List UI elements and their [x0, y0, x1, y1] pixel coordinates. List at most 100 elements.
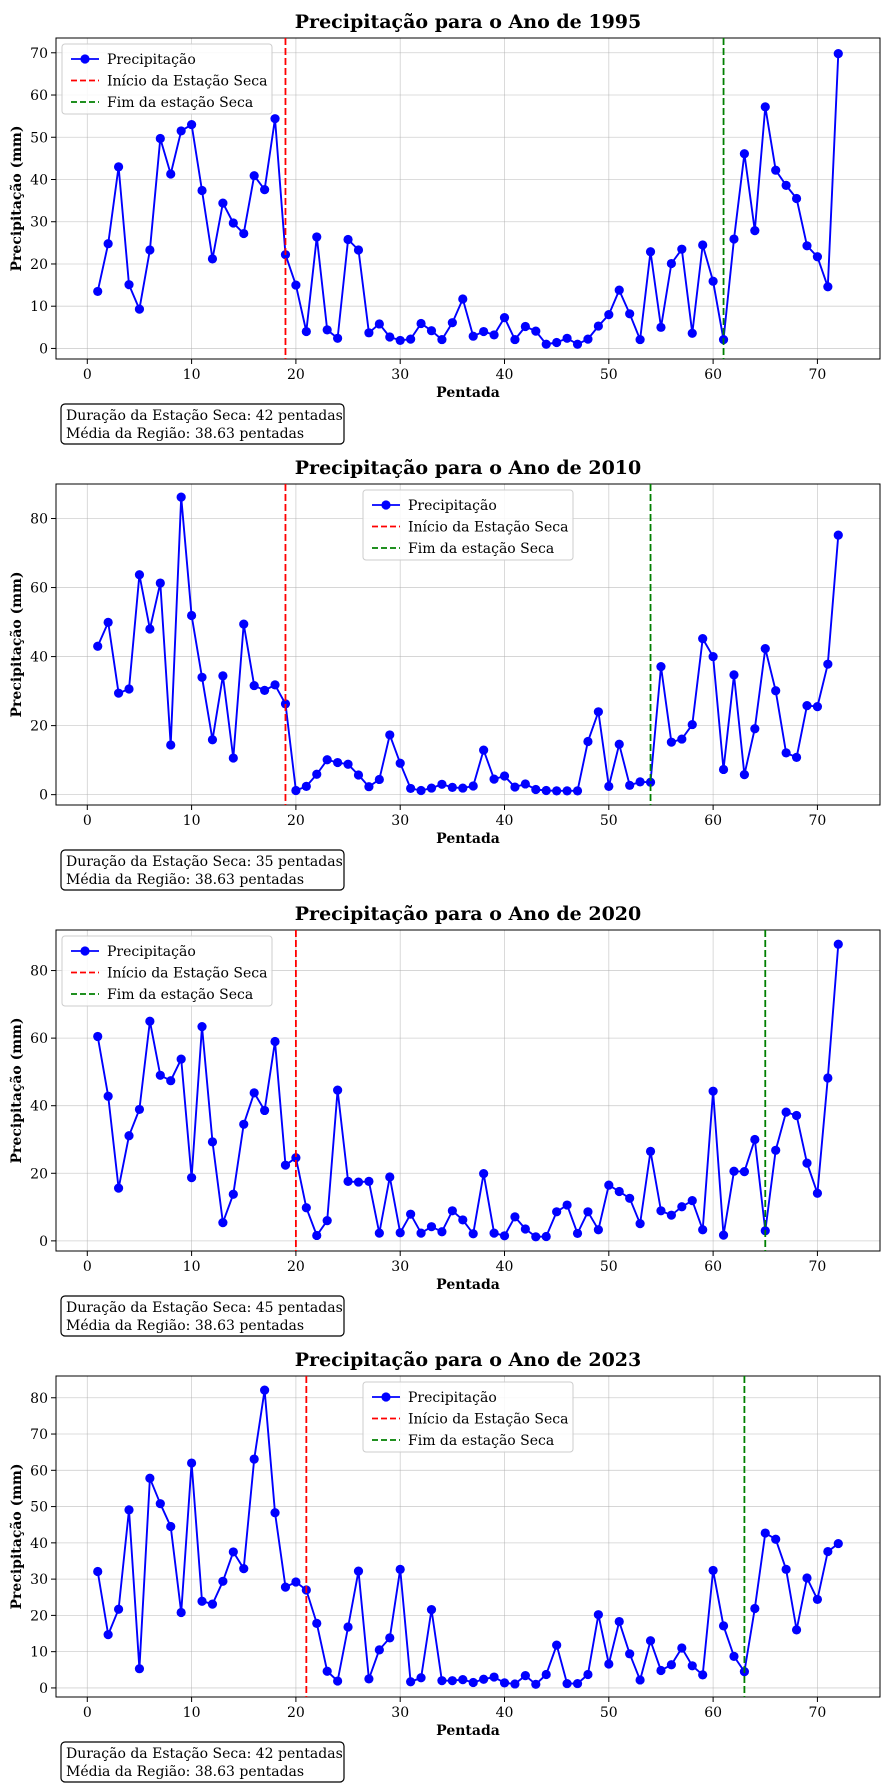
data-point	[645, 1146, 656, 1156]
y-tick-label: 10	[30, 1645, 48, 1661]
data-point	[312, 1230, 322, 1241]
data-point	[249, 680, 259, 691]
data-point	[531, 784, 541, 795]
data-point	[186, 610, 197, 621]
data-point	[520, 779, 530, 789]
data-point	[134, 570, 145, 580]
data-point	[510, 1212, 520, 1222]
data-point	[645, 777, 656, 787]
data-point	[301, 1203, 311, 1213]
data-point	[677, 244, 687, 254]
data-point	[791, 1625, 802, 1635]
data-point	[489, 330, 499, 340]
y-tick-label: 20	[30, 1608, 48, 1624]
data-point	[93, 1031, 103, 1042]
data-point	[729, 234, 739, 244]
data-point	[739, 1166, 750, 1177]
data-point	[833, 530, 843, 540]
x-tick-label: 60	[704, 1259, 722, 1275]
data-point	[260, 1385, 270, 1395]
data-point	[239, 1119, 249, 1129]
data-point	[260, 1105, 270, 1116]
data-point	[479, 1674, 489, 1684]
data-point	[739, 149, 750, 159]
data-point	[479, 326, 489, 337]
x-tick-label: 70	[809, 367, 827, 383]
data-point	[708, 1086, 718, 1096]
data-point	[645, 247, 656, 257]
plot-area-frame	[55, 929, 881, 1252]
legend-marker	[381, 500, 391, 510]
data-point	[520, 1671, 530, 1681]
legend: Precipitação Início da Estação Seca Fim da…	[61, 43, 273, 115]
data-point	[426, 783, 437, 793]
data-point	[572, 339, 583, 349]
data-point	[301, 326, 311, 337]
data-point	[531, 326, 541, 336]
data-point	[572, 1228, 583, 1239]
data-point	[604, 310, 614, 320]
data-point	[364, 1176, 374, 1186]
data-point	[677, 1202, 687, 1212]
data-point	[635, 1675, 645, 1685]
data-point	[572, 1678, 583, 1689]
data-point	[708, 651, 718, 662]
y-tick-label: 60	[30, 1463, 48, 1479]
data-point	[489, 774, 499, 784]
data-point	[322, 325, 332, 335]
data-point	[791, 193, 802, 204]
x-tick-label: 0	[83, 1259, 92, 1275]
data-point	[541, 785, 551, 796]
data-point	[291, 280, 301, 290]
data-point	[823, 659, 833, 669]
y-tick-label: 20	[30, 257, 48, 273]
data-point	[176, 126, 186, 136]
data-point	[186, 119, 197, 130]
data-point	[781, 748, 791, 758]
data-point	[791, 752, 802, 762]
precipitation-line	[96, 944, 840, 1238]
data-point	[207, 1599, 218, 1609]
data-point	[499, 1678, 510, 1688]
data-point	[176, 492, 186, 502]
data-point	[781, 1564, 791, 1574]
data-point	[562, 1200, 572, 1210]
data-point	[479, 1169, 489, 1179]
region-average-text: Média da Região: 38.63 pentadas	[66, 426, 304, 442]
y-tick-label: 40	[30, 650, 48, 666]
data-point	[833, 939, 843, 949]
y-tick-label: 80	[30, 512, 48, 528]
data-point	[364, 1674, 374, 1684]
x-tick-label: 50	[600, 1705, 618, 1721]
x-tick-label: 60	[704, 367, 722, 383]
y-tick-label: 60	[30, 88, 48, 104]
data-point	[291, 1153, 301, 1163]
legend-label: Precipitação	[408, 1390, 497, 1406]
data-point	[186, 1173, 197, 1183]
data-point	[270, 1508, 280, 1518]
data-point	[718, 764, 729, 775]
data-point	[93, 1566, 103, 1577]
x-tick-label: 50	[600, 813, 618, 829]
data-point	[541, 1231, 551, 1242]
data-point	[698, 1225, 708, 1235]
x-axis-label: Pentada	[436, 831, 500, 847]
data-point	[760, 1528, 770, 1538]
x-tick-label: 20	[287, 813, 305, 829]
data-point	[145, 624, 155, 634]
data-point	[395, 1564, 405, 1574]
y-tick-label: 0	[39, 341, 48, 357]
data-point	[426, 326, 437, 336]
data-point	[468, 1677, 478, 1688]
y-tick-label: 30	[30, 215, 48, 231]
data-point	[124, 684, 134, 694]
region-average-text: Média da Região: 38.63 pentadas	[66, 872, 304, 888]
data-point	[260, 185, 270, 195]
x-tick-label: 40	[496, 1259, 514, 1275]
data-point	[604, 781, 614, 791]
legend-label: Fim da estação Seca	[408, 1433, 554, 1449]
legend-label: Início da Estação Seca	[408, 520, 569, 536]
data-point	[698, 1670, 708, 1680]
data-point	[750, 1603, 760, 1614]
